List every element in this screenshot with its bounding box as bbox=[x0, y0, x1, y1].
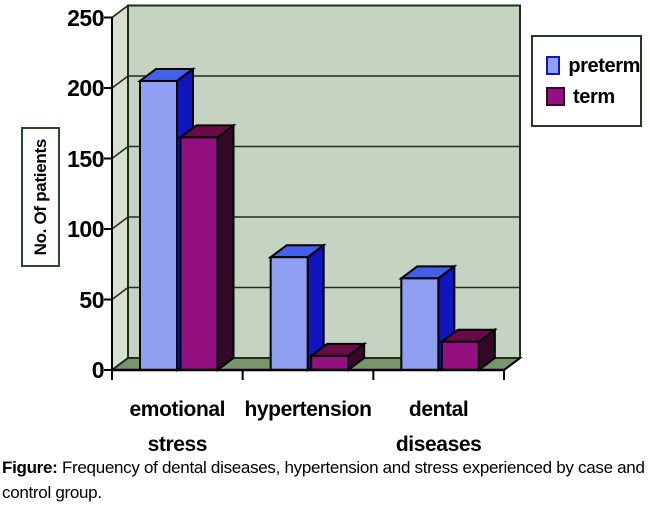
legend-label-term: term bbox=[573, 85, 615, 108]
legend-label-preterm: preterm bbox=[568, 54, 640, 77]
bar-term-0-front bbox=[179, 136, 219, 371]
plot-side-wall bbox=[111, 4, 129, 372]
figure-caption: Figure: Frequency of dental diseases, hy… bbox=[2, 455, 648, 505]
y-tick-label-150: 150 bbox=[67, 145, 104, 172]
bar-preterm-0-front bbox=[139, 79, 178, 371]
category-label-line: diseases bbox=[395, 433, 482, 456]
y-tick-label-200: 200 bbox=[67, 75, 104, 101]
legend-item-term: term bbox=[546, 87, 640, 107]
legend-item-preterm: preterm bbox=[546, 56, 640, 76]
floor-right-edge bbox=[503, 357, 521, 371]
y-tick-label-100: 100 bbox=[67, 216, 104, 242]
y-tick-connector-200 bbox=[111, 75, 129, 89]
legend-swatch-term bbox=[546, 87, 565, 106]
legend-swatch-preterm bbox=[546, 56, 561, 75]
bar-preterm-1-front bbox=[269, 256, 309, 372]
bar-term-1-front bbox=[310, 354, 350, 371]
bar-term-2-front bbox=[440, 340, 480, 371]
y-tick-label-250: 250 bbox=[67, 4, 104, 31]
bar-preterm-2-front bbox=[400, 277, 440, 372]
category-label-0: emotional stress bbox=[112, 392, 243, 462]
y-tick-connector-250 bbox=[111, 4, 129, 19]
y-tick-connector-150 bbox=[111, 145, 129, 160]
caption-prefix: Figure: bbox=[2, 458, 58, 477]
category-label-line: stress bbox=[147, 433, 208, 456]
legend: preterm term bbox=[531, 35, 642, 127]
category-label-line: hypertension bbox=[244, 398, 372, 421]
category-label-line: emotional bbox=[129, 398, 226, 421]
category-label-line: dental bbox=[408, 398, 469, 421]
y-tick-connector-50 bbox=[111, 286, 129, 301]
y-tick-connector-0 bbox=[111, 357, 129, 371]
bar-term-0-side bbox=[216, 123, 235, 372]
y-tick-label-0: 0 bbox=[91, 357, 105, 383]
y-axis-title: No. Of patients bbox=[30, 138, 50, 256]
category-label-1: hypertension bbox=[243, 392, 374, 427]
y-axis-title-box: No. Of patients bbox=[21, 127, 60, 267]
y-tick-label-50: 50 bbox=[79, 286, 104, 313]
y-tick-connector-100 bbox=[111, 216, 129, 230]
category-label-2: dental diseases bbox=[373, 392, 504, 462]
caption-body: Frequency of dental diseases, hypertensi… bbox=[2, 458, 645, 502]
